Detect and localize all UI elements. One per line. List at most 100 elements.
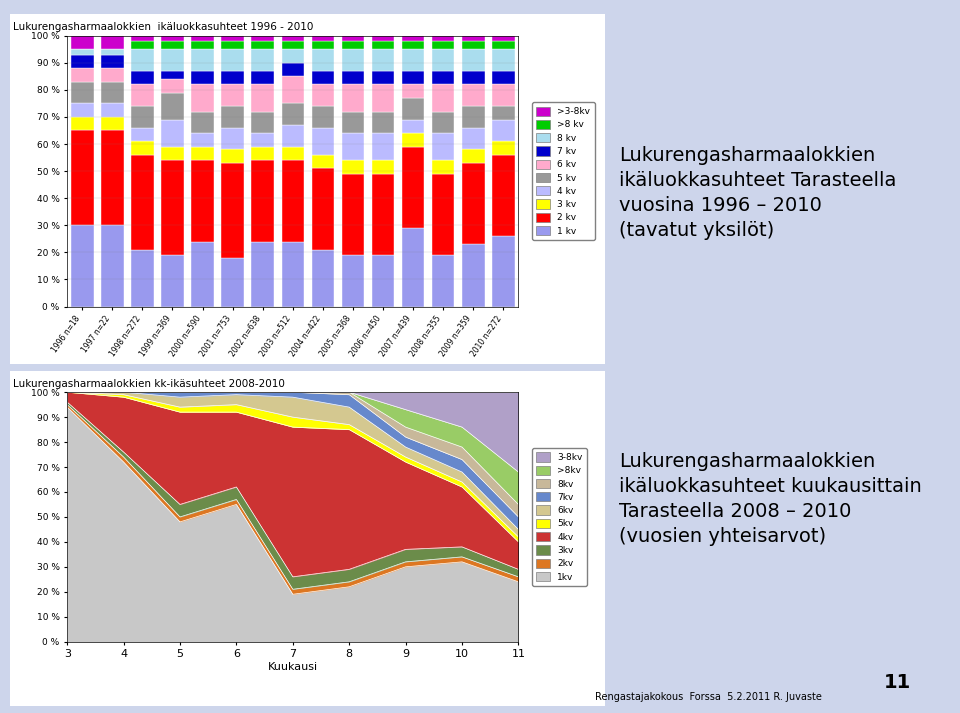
Bar: [492, 120, 515, 141]
Bar: [492, 84, 515, 106]
Bar: [492, 236, 515, 307]
Bar: [252, 41, 274, 49]
Bar: [312, 128, 334, 155]
Bar: [492, 141, 515, 155]
Bar: [101, 225, 124, 307]
Bar: [492, 41, 515, 49]
Bar: [281, 242, 304, 307]
Bar: [492, 106, 515, 120]
X-axis label: Kuukausi: Kuukausi: [268, 662, 318, 672]
Bar: [432, 133, 454, 160]
Bar: [71, 130, 93, 225]
Bar: [462, 163, 485, 245]
Bar: [281, 147, 304, 160]
Bar: [281, 125, 304, 147]
Bar: [252, 71, 274, 84]
Bar: [161, 79, 183, 93]
Bar: [191, 133, 214, 147]
Bar: [101, 103, 124, 117]
Bar: [372, 84, 395, 111]
Bar: [71, 117, 93, 130]
Bar: [191, 71, 214, 84]
Bar: [132, 250, 154, 307]
Bar: [71, 55, 93, 68]
Bar: [462, 84, 485, 106]
Text: Lukurengasharmaalokkien
ikäluokkasuhteet Tarasteella
vuosina 1996 – 2010
(tavatu: Lukurengasharmaalokkien ikäluokkasuhteet…: [619, 145, 897, 240]
Bar: [402, 133, 424, 147]
Bar: [191, 84, 214, 111]
Bar: [342, 84, 364, 111]
Bar: [312, 106, 334, 128]
Bar: [161, 36, 183, 41]
Bar: [132, 84, 154, 106]
Bar: [492, 155, 515, 236]
Text: 11: 11: [884, 672, 911, 692]
Bar: [372, 133, 395, 160]
Text: Rengastajakokous  Forssa  5.2.2011 R. Juvaste: Rengastajakokous Forssa 5.2.2011 R. Juva…: [595, 692, 822, 702]
Bar: [492, 49, 515, 71]
Bar: [492, 36, 515, 41]
Bar: [402, 120, 424, 133]
Bar: [191, 36, 214, 41]
Bar: [432, 41, 454, 49]
Bar: [402, 147, 424, 228]
Bar: [101, 117, 124, 130]
Bar: [402, 49, 424, 71]
Bar: [402, 98, 424, 120]
Bar: [101, 82, 124, 103]
Bar: [132, 155, 154, 250]
Bar: [312, 250, 334, 307]
Bar: [281, 36, 304, 41]
Bar: [191, 49, 214, 71]
Bar: [372, 255, 395, 307]
Bar: [281, 41, 304, 49]
Bar: [161, 147, 183, 160]
Bar: [161, 255, 183, 307]
Bar: [101, 49, 124, 55]
Bar: [432, 174, 454, 255]
Bar: [222, 41, 244, 49]
Bar: [312, 36, 334, 41]
Bar: [312, 71, 334, 84]
Bar: [252, 160, 274, 242]
Bar: [252, 49, 274, 71]
Text: Lukurengasharmaalokkien kk-ikäsuhteet 2008-2010: Lukurengasharmaalokkien kk-ikäsuhteet 20…: [13, 379, 285, 389]
Bar: [432, 49, 454, 71]
Bar: [312, 49, 334, 71]
Bar: [252, 242, 274, 307]
Bar: [432, 84, 454, 111]
Bar: [402, 41, 424, 49]
Bar: [492, 71, 515, 84]
Bar: [372, 41, 395, 49]
Bar: [252, 133, 274, 147]
Bar: [252, 147, 274, 160]
Bar: [372, 36, 395, 41]
Bar: [281, 160, 304, 242]
Bar: [132, 49, 154, 71]
Bar: [462, 49, 485, 71]
Bar: [432, 160, 454, 174]
Bar: [462, 128, 485, 150]
Bar: [402, 36, 424, 41]
Bar: [462, 150, 485, 163]
Bar: [71, 49, 93, 55]
Bar: [342, 160, 364, 174]
Bar: [372, 111, 395, 133]
Bar: [432, 255, 454, 307]
Bar: [281, 63, 304, 76]
Bar: [342, 41, 364, 49]
Bar: [402, 228, 424, 307]
Bar: [161, 120, 183, 147]
Bar: [222, 36, 244, 41]
Bar: [462, 106, 485, 128]
Bar: [161, 93, 183, 120]
Bar: [161, 160, 183, 255]
Bar: [342, 133, 364, 160]
Bar: [432, 36, 454, 41]
Bar: [222, 71, 244, 84]
Bar: [402, 84, 424, 98]
Bar: [132, 36, 154, 41]
Bar: [222, 150, 244, 163]
Bar: [222, 84, 244, 106]
Bar: [222, 49, 244, 71]
